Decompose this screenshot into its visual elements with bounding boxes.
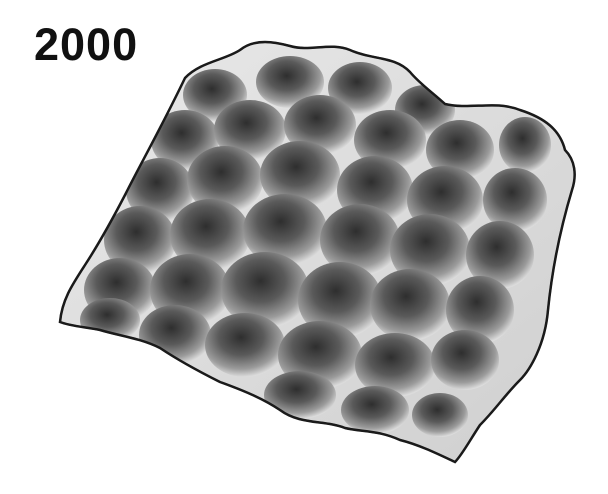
surface-dimple [446, 276, 514, 344]
surface-dimple [390, 214, 470, 286]
surface-dimple [355, 333, 435, 397]
surface-dimple [328, 62, 392, 114]
surface-dimple [320, 204, 400, 276]
surface-dimple [284, 95, 356, 155]
surface-dimple [483, 168, 547, 232]
surface-dimple [126, 158, 194, 222]
surface-dimple [370, 269, 450, 341]
surface-dimple [431, 330, 499, 390]
surface-dimple [104, 206, 176, 274]
surface-dimple [426, 120, 494, 180]
surface-dimple [80, 298, 140, 342]
surface-dimple [298, 262, 382, 338]
surface-dimple [205, 313, 285, 377]
surface-dimple [341, 386, 409, 434]
surface-dimple [187, 146, 263, 214]
surface-dimple [260, 141, 340, 209]
surface-dimple [243, 194, 327, 266]
surface-dimple [170, 199, 250, 271]
surface-dimple [214, 100, 286, 160]
surface-dimple [264, 371, 336, 419]
surface-dimple [412, 393, 468, 437]
surface-dimple [221, 252, 309, 328]
surface-dimple [499, 117, 551, 173]
figure-label: 2000 [34, 19, 139, 70]
surface-dimple [256, 56, 324, 108]
surface-dimple [354, 110, 426, 170]
surface-dimple [466, 221, 534, 289]
surface-dimple [139, 305, 211, 365]
